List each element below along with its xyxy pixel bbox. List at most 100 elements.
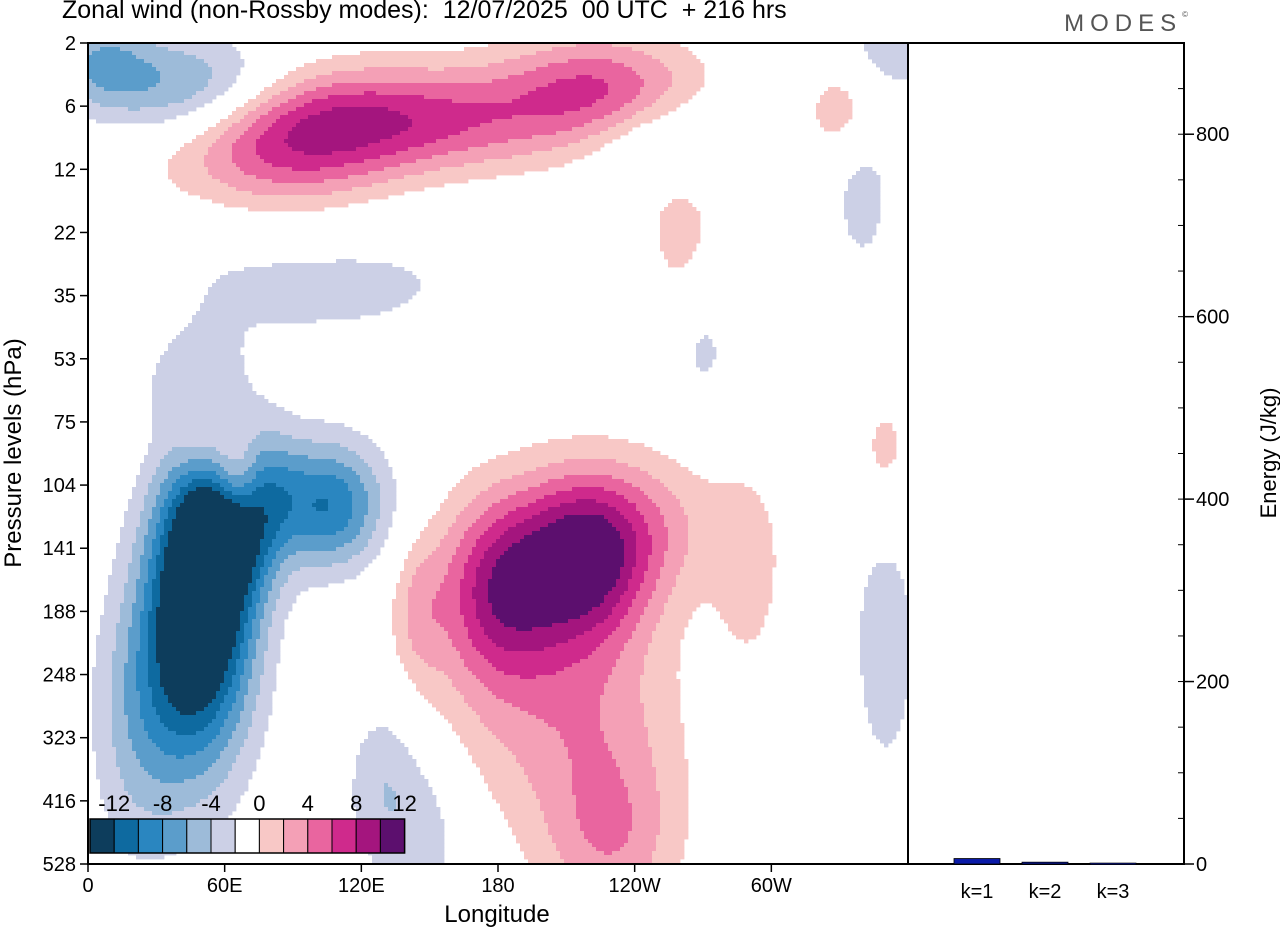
- colorbar-swatch: [186, 818, 212, 854]
- heat-cell: [172, 527, 265, 532]
- heat-cell: [156, 527, 165, 532]
- heat-cell: [252, 659, 265, 664]
- heat-cell: [156, 607, 245, 612]
- heat-cell: [148, 735, 217, 740]
- colorbar-swatch: [137, 818, 164, 854]
- heat-cell: [652, 747, 685, 752]
- heat-cell: [216, 711, 229, 716]
- heat-cell: [408, 147, 469, 152]
- heat-cell: [108, 583, 125, 588]
- heat-cell: [408, 603, 433, 608]
- heat-cell: [376, 479, 397, 484]
- heat-cell: [480, 559, 497, 564]
- heat-cell: [128, 719, 145, 724]
- heat-cell: [404, 559, 425, 564]
- heat-cell: [624, 551, 637, 556]
- heat-cell: [380, 487, 397, 492]
- heat-cell: [380, 507, 397, 512]
- heat-cell: [464, 571, 477, 576]
- heat-cell: [660, 247, 697, 252]
- heat-cell: [332, 55, 521, 60]
- heat-cell: [656, 787, 689, 792]
- heat-cell: [448, 571, 465, 576]
- heat-cell: [140, 567, 149, 572]
- heat-cell: [312, 99, 453, 104]
- heat-cell: [576, 811, 633, 816]
- heat-cell: [244, 635, 253, 640]
- heat-cell: [160, 551, 165, 556]
- heat-cell: [668, 527, 689, 532]
- heat-cell: [156, 471, 169, 476]
- heat-cell: [336, 547, 365, 552]
- heat-cell: [140, 631, 149, 636]
- heat-cell: [132, 611, 141, 616]
- heat-cell: [400, 579, 413, 584]
- heat-cell: [640, 75, 673, 80]
- heat-cell: [264, 507, 293, 512]
- heat-cell: [880, 739, 893, 744]
- heat-cell: [400, 163, 465, 168]
- heat-cell: [492, 503, 529, 508]
- heat-cell: [172, 487, 181, 492]
- heat-cell: [228, 455, 245, 460]
- heat-cell: [648, 555, 665, 560]
- heat-cell: [472, 547, 489, 552]
- heat-cell: [180, 491, 189, 496]
- heat-cell: [168, 507, 177, 512]
- heat-cell: [216, 735, 233, 740]
- heat-cell: [208, 767, 233, 772]
- heat-cell: [116, 551, 133, 556]
- heat-cell: [664, 255, 693, 260]
- heat-cell: [652, 855, 685, 860]
- heat-cell: [468, 555, 485, 560]
- heat-cell: [240, 615, 249, 620]
- heat-cell: [140, 467, 157, 472]
- heat-cell: [208, 63, 245, 68]
- heat-cell: [360, 751, 409, 756]
- colorbar-label: -4: [201, 791, 221, 816]
- heat-cell: [256, 555, 265, 560]
- heat-cell: [500, 807, 541, 812]
- heat-cell: [524, 851, 561, 856]
- heat-cell: [620, 599, 633, 604]
- heat-cell: [632, 575, 645, 580]
- heat-cell: [88, 47, 101, 52]
- heat-cell: [156, 743, 209, 748]
- heat-cell: [172, 179, 221, 184]
- heat-cell: [220, 751, 241, 756]
- heat-cell: [500, 535, 525, 540]
- heat-cell: [460, 583, 477, 588]
- heat-cell: [132, 491, 149, 496]
- heat-cell: [268, 643, 281, 648]
- heat-cell: [508, 527, 541, 532]
- heat-cell: [160, 491, 169, 496]
- heat-cell: [356, 535, 373, 540]
- heat-cell: [220, 475, 257, 480]
- heat-cell: [240, 655, 249, 660]
- heat-cell: [128, 507, 145, 512]
- heat-cell: [384, 799, 397, 804]
- heat-cell: [504, 623, 553, 628]
- heat-cell: [496, 695, 601, 700]
- heat-cell: [252, 723, 269, 728]
- heat-cell: [632, 827, 661, 832]
- heat-cell: [664, 555, 685, 560]
- heat-cell: [824, 91, 849, 96]
- heat-cell: [160, 671, 225, 676]
- heat-cell: [652, 103, 681, 108]
- heat-cell: [224, 695, 237, 700]
- heat-cell: [452, 559, 469, 564]
- heat-cell: [248, 615, 257, 620]
- heat-cell: [288, 143, 369, 148]
- heat-cell: [424, 559, 453, 564]
- heat-cell: [548, 83, 609, 88]
- y-tick-label: 323: [43, 728, 76, 750]
- heat-cell: [644, 571, 661, 576]
- heat-cell: [96, 771, 121, 776]
- heat-cell: [356, 147, 409, 152]
- heat-cell: [240, 687, 249, 692]
- heat-cell: [240, 503, 293, 508]
- heat-cell: [364, 487, 381, 492]
- heat-cell: [864, 603, 909, 608]
- heat-cell: [556, 843, 593, 848]
